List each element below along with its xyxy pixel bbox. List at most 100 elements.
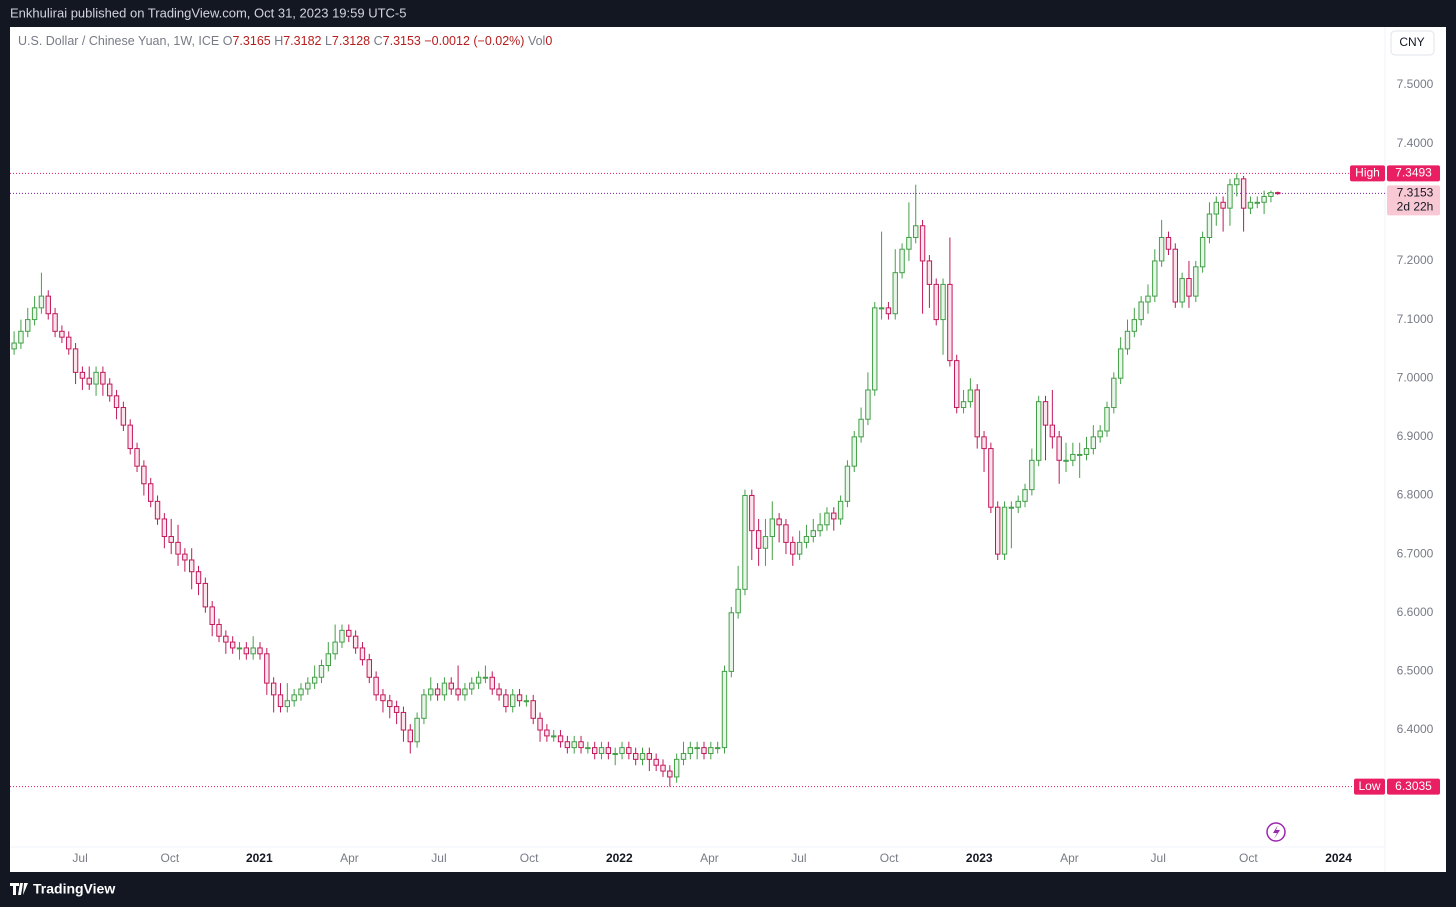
candle-body <box>1090 436 1097 450</box>
candle-body <box>1111 377 1117 409</box>
y-tick-label: 6.7000 <box>1397 546 1434 560</box>
candle-body <box>475 676 482 684</box>
candle-body <box>1186 278 1192 297</box>
legend-text: U.S. Dollar / Chinese Yuan, 1W, ICE O7.3… <box>18 34 552 48</box>
candle-body <box>612 752 618 755</box>
candle-body <box>578 741 584 749</box>
candle-body <box>1022 489 1028 502</box>
candle-body <box>332 641 338 655</box>
candle-body <box>1145 295 1151 303</box>
candle-body <box>885 307 892 315</box>
legend-key: H <box>274 34 283 48</box>
candle-body <box>188 559 195 573</box>
candle-body <box>742 494 748 590</box>
candle-body <box>571 741 577 749</box>
x-tick-label: 2023 <box>966 851 993 865</box>
candle-body <box>892 272 898 315</box>
candle-body <box>995 506 1001 555</box>
legend-key: C <box>374 34 383 48</box>
y-tick-label: 7.4000 <box>1397 136 1434 150</box>
last-price-bg <box>1387 185 1440 216</box>
candle-body <box>687 747 694 754</box>
legend: U.S. Dollar / Chinese Yuan, 1W, ICE O7.3… <box>18 34 552 48</box>
candle-body <box>824 512 830 526</box>
high-tag-bg <box>1350 165 1385 182</box>
candle-body <box>373 676 379 696</box>
alert-icon[interactable] <box>1266 822 1286 842</box>
candle-body <box>434 688 441 696</box>
candle-body <box>530 700 536 719</box>
candle-body <box>107 383 113 397</box>
x-tick-label: Jul <box>791 851 806 865</box>
candle-body <box>817 524 823 532</box>
candle-body <box>714 747 721 750</box>
candle-body <box>783 524 789 543</box>
candle-body <box>1165 236 1172 250</box>
candle-body <box>537 717 543 731</box>
candle-body <box>708 747 714 754</box>
candle-body <box>346 629 352 637</box>
candle-body <box>1131 319 1138 332</box>
candle-body <box>1076 453 1083 456</box>
candle-body <box>45 295 51 315</box>
y-tick-label: 7.0000 <box>1397 370 1434 384</box>
candle-body <box>728 612 735 672</box>
candle-body <box>100 371 106 385</box>
candle-body <box>359 647 366 661</box>
y-tick-label: 6.5000 <box>1397 664 1434 678</box>
candle-body <box>257 647 263 655</box>
candle-body <box>1193 266 1199 297</box>
candle-body <box>195 571 202 584</box>
candle-body <box>66 336 72 350</box>
candle-body <box>284 700 291 708</box>
candle-body <box>523 700 530 703</box>
candle-body <box>1124 330 1131 350</box>
candle-body <box>264 653 270 684</box>
candle-body <box>1015 500 1021 508</box>
x-tick-label: Oct <box>1239 851 1258 865</box>
candle-body <box>1104 407 1110 432</box>
candle-body <box>673 758 680 778</box>
x-tick-label: Apr <box>340 851 359 865</box>
candle-body <box>564 741 571 749</box>
candle-body <box>1234 178 1240 186</box>
candle-body <box>865 389 871 420</box>
x-tick-label: Apr <box>700 851 719 865</box>
candle-body <box>837 500 844 520</box>
candle-body <box>899 248 905 274</box>
candle-body <box>414 717 420 743</box>
candle-body <box>906 236 912 250</box>
candle-body <box>1275 192 1281 195</box>
candle-body <box>680 752 687 760</box>
candle-body <box>1213 201 1219 215</box>
candle-body <box>557 735 564 743</box>
candle-body <box>154 500 161 520</box>
candle-body <box>796 541 803 555</box>
candle-body <box>489 676 495 690</box>
x-tick-label: Oct <box>880 851 899 865</box>
candle-body <box>803 536 810 543</box>
publish-header: Enkhulirai published on TradingView.com,… <box>10 5 407 20</box>
candle-body <box>270 682 277 696</box>
candle-body <box>148 483 154 502</box>
candle-body <box>591 747 598 754</box>
candle-body <box>1070 453 1076 461</box>
candle-body <box>646 752 653 760</box>
candle-body <box>1227 184 1233 209</box>
candle-body <box>1247 201 1254 209</box>
currency-label[interactable]: CNY <box>1399 35 1424 49</box>
candle-body <box>298 688 304 696</box>
candle-body <box>1152 260 1158 297</box>
y-tick-label: 6.9000 <box>1397 429 1434 443</box>
candle-body <box>516 694 523 702</box>
legend-value: 7.3182 <box>283 34 321 48</box>
logo-mark <box>10 883 28 895</box>
currency-button[interactable] <box>1390 30 1435 56</box>
candle-body <box>960 401 967 409</box>
candle-body <box>919 225 926 262</box>
candle-body <box>749 494 755 532</box>
candle-body <box>31 307 38 321</box>
candle-body <box>113 395 120 409</box>
candle-body <box>59 330 65 338</box>
candle-body <box>339 629 345 643</box>
